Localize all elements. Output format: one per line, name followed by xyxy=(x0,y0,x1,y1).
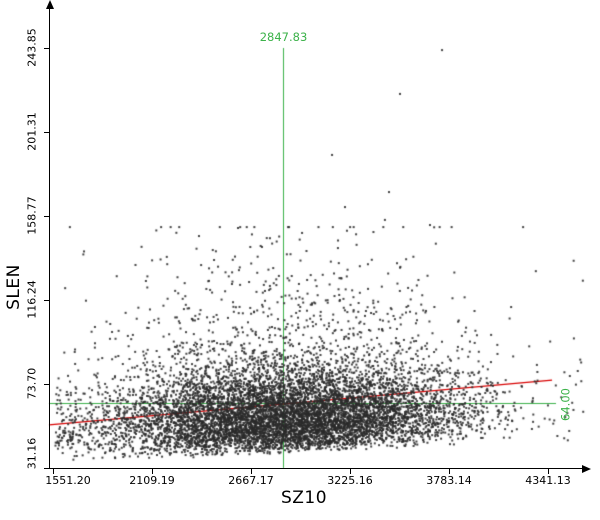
y-tick-mark xyxy=(44,384,49,385)
y-axis-line xyxy=(49,4,50,469)
x-tick-label: 4341.13 xyxy=(525,474,571,487)
x-axis-title: SZ10 xyxy=(281,488,328,508)
x-tick-mark xyxy=(251,469,252,474)
x-axis-arrow-icon xyxy=(582,465,591,473)
y-tick-mark xyxy=(44,300,49,301)
x-tick-label: 2109.19 xyxy=(129,474,175,487)
x-tick-mark xyxy=(53,469,54,474)
y-axis-arrow-icon xyxy=(46,0,54,9)
y-tick-label: 201.31 xyxy=(25,112,39,151)
y-tick-label: 158.77 xyxy=(25,196,39,235)
x-tick-mark xyxy=(152,469,153,474)
x-tick-mark xyxy=(548,469,549,474)
y-tick-label: 73.70 xyxy=(25,367,39,400)
crosshair-y-label: 64.00 xyxy=(558,387,573,421)
crosshair-x-label: 2847.83 xyxy=(259,30,308,44)
x-tick-label: 2667.17 xyxy=(228,474,274,487)
y-tick-label: 243.85 xyxy=(25,28,39,67)
y-axis-title: SLEN xyxy=(4,264,24,310)
x-tick-label: 1551.20 xyxy=(45,474,91,487)
y-tick-mark xyxy=(44,132,49,133)
x-tick-mark xyxy=(449,469,450,474)
y-tick-label: 31.16 xyxy=(25,437,39,470)
y-tick-label: 116.24 xyxy=(25,280,39,319)
y-tick-mark xyxy=(44,468,49,469)
y-tick-mark xyxy=(44,48,49,49)
x-tick-label: 3783.14 xyxy=(426,474,472,487)
y-tick-mark xyxy=(44,216,49,217)
x-tick-label: 3225.16 xyxy=(327,474,373,487)
x-tick-mark xyxy=(350,469,351,474)
x-axis-line xyxy=(49,468,583,469)
